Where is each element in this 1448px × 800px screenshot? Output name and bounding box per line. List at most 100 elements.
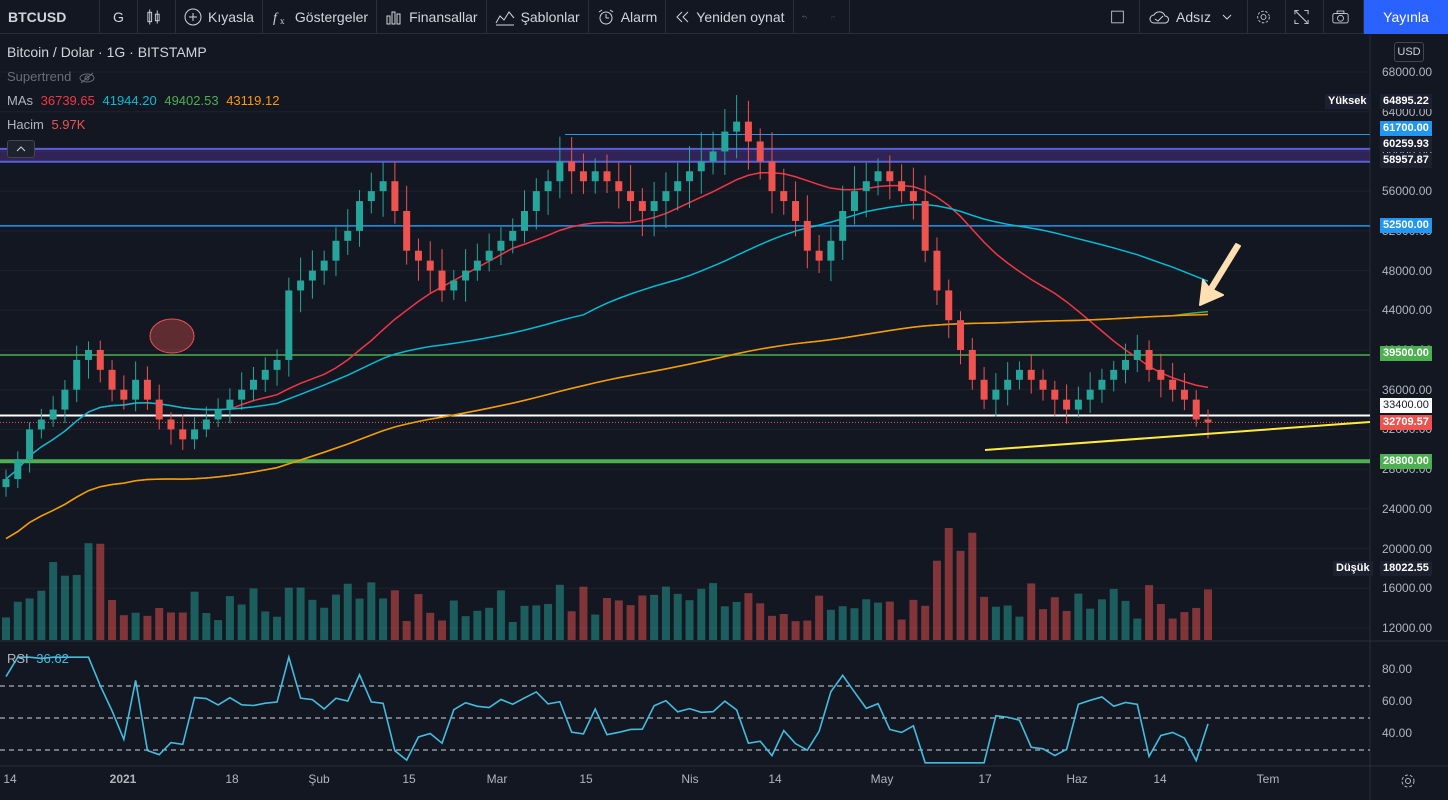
volume-bar <box>60 575 69 640</box>
time-tick: Tem <box>1256 772 1280 786</box>
volume-bar <box>13 601 22 640</box>
publish-button[interactable]: Yayınla <box>1364 0 1448 34</box>
volume-bar <box>921 605 930 640</box>
candle-body <box>438 270 446 291</box>
volume-bar <box>367 582 376 640</box>
volume-bar <box>709 583 718 640</box>
low-label: Düşük <box>1333 561 1373 576</box>
plus-circle-icon <box>184 8 202 25</box>
volume-bar <box>614 600 623 640</box>
candle-body <box>1169 379 1177 390</box>
volume-bar <box>909 599 918 640</box>
volume-bar <box>225 596 234 640</box>
candle-body <box>332 240 340 261</box>
indicators-label: Göstergeler <box>294 8 369 25</box>
volume-bar <box>956 550 965 640</box>
volume-legend[interactable]: Hacim 5.97K <box>7 117 89 132</box>
bar-chart-icon <box>386 11 401 24</box>
resistance-zone <box>0 148 1370 162</box>
interval-button[interactable]: G <box>100 0 138 34</box>
replay-button[interactable]: Yeniden oynat <box>666 0 794 34</box>
candle-style-button[interactable] <box>138 0 176 34</box>
candle-body <box>2 479 10 488</box>
candle-body <box>155 399 163 420</box>
volume-bar <box>1039 609 1048 640</box>
candle-body <box>827 240 835 261</box>
candle-body <box>179 429 187 440</box>
volume-bar <box>650 594 659 640</box>
snapshot-button[interactable] <box>1324 0 1364 34</box>
price-tick: 44000.00 <box>1382 303 1433 318</box>
symbol-search-button[interactable]: BTCUSD <box>0 0 100 34</box>
level-39500: 39500.00 <box>1380 346 1432 361</box>
volume-bar <box>1003 605 1012 640</box>
volume-bar <box>1121 600 1130 640</box>
volume-bar <box>461 616 470 640</box>
ma50-value: 41944.20 <box>102 93 157 108</box>
rsi-line <box>5 654 1209 764</box>
rsi-legend[interactable]: RSI 36.62 <box>7 651 73 666</box>
time-axis-settings-button[interactable] <box>1400 773 1416 794</box>
candle-body <box>132 379 140 400</box>
candle-body <box>768 161 776 192</box>
volume-bar <box>402 621 411 640</box>
templates-button[interactable]: Şablonlar <box>487 0 589 34</box>
svg-text:x: x <box>280 16 285 26</box>
volume-bar <box>779 613 788 640</box>
time-tick: 14 <box>3 772 17 786</box>
candle-body <box>992 389 1000 400</box>
redo-button[interactable] <box>822 0 850 34</box>
candle-body <box>780 191 788 202</box>
expand-icon <box>1294 9 1309 24</box>
candle-body <box>73 359 81 390</box>
currency-button[interactable]: USD <box>1394 42 1424 62</box>
candle-body <box>1063 399 1071 410</box>
interval-label: G <box>113 8 124 25</box>
volume-bar <box>237 604 246 640</box>
volume-bar <box>544 603 553 640</box>
compare-button[interactable]: Kıyasla <box>176 0 263 34</box>
alarm-button[interactable]: Alarm <box>589 0 667 34</box>
volume-bar <box>720 606 729 640</box>
supertrend-legend[interactable]: Supertrend <box>7 69 95 84</box>
price-tick: 20000.00 <box>1382 541 1433 556</box>
ma100-value: 49402.53 <box>164 93 219 108</box>
volume-bar <box>131 612 140 640</box>
candle-body <box>485 250 493 261</box>
candle-body <box>226 399 234 410</box>
collapse-legend-button[interactable] <box>7 140 35 158</box>
candle-body <box>261 369 269 380</box>
candle-body <box>497 240 505 251</box>
candle-body <box>556 161 564 182</box>
volume-bar <box>296 587 305 640</box>
volume-bar <box>555 584 564 640</box>
candle-body <box>1051 389 1059 400</box>
volume-bar <box>1180 612 1189 640</box>
price-tick: 12000.00 <box>1382 621 1433 635</box>
undo-button[interactable] <box>794 0 822 34</box>
volume-bar <box>320 607 329 640</box>
time-tick: May <box>870 772 894 786</box>
volume-bar <box>756 603 765 640</box>
candle-body <box>191 429 199 440</box>
chart-canvas[interactable] <box>0 35 1448 800</box>
eye-off-icon[interactable] <box>79 72 95 84</box>
volume-bar <box>108 599 117 640</box>
layout-name-button[interactable]: Adsız <box>1140 0 1248 34</box>
fullscreen-layout-button[interactable] <box>1102 0 1140 34</box>
symbol-title: Bitcoin / Dolar · 1G · BITSTAMP <box>7 44 207 60</box>
volume-bar <box>1027 583 1036 640</box>
volume-bar <box>874 602 883 640</box>
financials-button[interactable]: Finansallar <box>377 0 487 34</box>
time-tick: Şub <box>308 772 330 786</box>
candle-body <box>744 121 752 142</box>
settings-button[interactable] <box>1248 0 1286 34</box>
volume-bar <box>49 562 58 640</box>
candle-body <box>568 161 576 172</box>
ma-legend[interactable]: MAs 36739.65 41944.20 49402.53 43119.12 <box>7 93 283 108</box>
fullscreen-button[interactable] <box>1286 0 1324 34</box>
volume-bar <box>532 605 541 640</box>
candle-body <box>450 280 458 291</box>
